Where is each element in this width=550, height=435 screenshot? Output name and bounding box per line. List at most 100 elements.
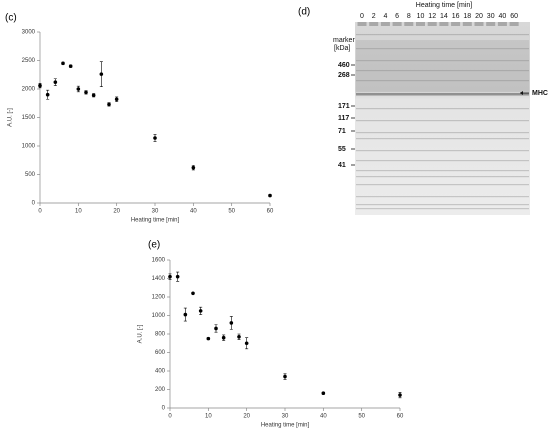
x-tick-label: 40 bbox=[320, 414, 327, 420]
data-point bbox=[168, 274, 172, 279]
y-tick-label: 500 bbox=[25, 172, 36, 178]
gel-band bbox=[356, 80, 529, 82]
gel-band bbox=[356, 176, 529, 178]
lane-label: 60 bbox=[510, 13, 518, 20]
x-tick-label: 30 bbox=[282, 414, 289, 420]
data-point bbox=[206, 336, 211, 341]
gel-band bbox=[356, 184, 529, 186]
lane-label: 18 bbox=[463, 13, 471, 20]
y-tick-label: 1000 bbox=[22, 144, 36, 150]
lane-well bbox=[462, 22, 472, 26]
y-tick-label: 1600 bbox=[152, 258, 166, 264]
y-tick-label: 1200 bbox=[152, 295, 166, 301]
lane-label: 14 bbox=[440, 13, 448, 20]
data-point bbox=[153, 136, 157, 140]
band-label: MHC bbox=[532, 90, 548, 97]
marker-title: marker bbox=[333, 37, 355, 44]
lane-well bbox=[427, 22, 437, 26]
gel-image bbox=[355, 22, 530, 215]
gel-band bbox=[356, 150, 529, 152]
gel-band bbox=[356, 170, 529, 172]
y-tick-label: 200 bbox=[155, 387, 166, 393]
data-point bbox=[244, 341, 249, 346]
data-point bbox=[321, 391, 326, 396]
data-point bbox=[398, 393, 402, 397]
lane-well bbox=[357, 22, 367, 26]
y-tick-label: 1000 bbox=[152, 313, 166, 319]
gel-band bbox=[356, 196, 529, 198]
lane-label: 4 bbox=[383, 13, 387, 20]
data-point bbox=[38, 83, 42, 88]
lane-label: 16 bbox=[452, 13, 460, 20]
data-point bbox=[198, 309, 203, 313]
marker-label: 71 bbox=[338, 128, 346, 135]
panel-label: (c) bbox=[5, 13, 17, 24]
y-tick-label: 400 bbox=[155, 369, 166, 375]
lane-well bbox=[369, 22, 379, 26]
x-tick-label: 0 bbox=[38, 209, 42, 215]
lane-label: 40 bbox=[499, 13, 507, 20]
lane-well bbox=[392, 22, 402, 26]
lane-well bbox=[451, 22, 461, 26]
lane-well bbox=[439, 22, 449, 26]
lane-well bbox=[486, 22, 496, 26]
lane-label: 8 bbox=[407, 13, 411, 20]
lane-label: 6 bbox=[395, 13, 399, 20]
gel-band bbox=[356, 70, 529, 72]
marker-label: 460 bbox=[338, 62, 350, 69]
data-point bbox=[221, 335, 226, 340]
marker-label: 171 bbox=[338, 103, 350, 110]
gel-band bbox=[356, 120, 529, 122]
mhc-arrowhead bbox=[520, 91, 523, 95]
lane-well bbox=[497, 22, 507, 26]
data-point bbox=[229, 321, 234, 325]
data-point bbox=[183, 312, 188, 317]
data-point bbox=[214, 326, 218, 331]
y-axis-label: A.U. [-] bbox=[138, 324, 144, 343]
y-axis-label: A.U. [-] bbox=[8, 108, 14, 127]
x-tick-label: 60 bbox=[397, 414, 404, 420]
x-tick-label: 60 bbox=[267, 209, 274, 215]
x-tick-label: 20 bbox=[113, 209, 120, 215]
gel-band bbox=[356, 34, 529, 36]
lane-well bbox=[380, 22, 390, 26]
x-tick-label: 50 bbox=[358, 414, 365, 420]
gel-title: Heating time [min] bbox=[416, 2, 472, 9]
gel-bands bbox=[356, 22, 529, 210]
y-tick-label: 800 bbox=[155, 332, 166, 338]
x-axis-label: Heating time [min] bbox=[261, 423, 310, 429]
data-point bbox=[45, 92, 50, 97]
gel-band bbox=[356, 160, 529, 162]
y-tick-label: 3000 bbox=[22, 30, 36, 36]
marker-label: 55 bbox=[338, 146, 346, 153]
panel-label: (d) bbox=[298, 7, 310, 18]
x-tick-label: 40 bbox=[190, 209, 197, 215]
gel-band bbox=[356, 48, 529, 50]
data-point bbox=[114, 97, 119, 102]
marker-label: 117 bbox=[338, 115, 349, 122]
lane-label: 10 bbox=[417, 13, 425, 20]
data-point bbox=[283, 374, 287, 379]
lane-well bbox=[404, 22, 414, 26]
x-tick-label: 10 bbox=[205, 414, 212, 420]
y-tick-label: 1400 bbox=[152, 276, 166, 282]
data-point bbox=[175, 274, 180, 279]
gel-band bbox=[356, 132, 529, 134]
data-point bbox=[191, 165, 196, 170]
gel-band bbox=[356, 138, 529, 140]
lane-label: 2 bbox=[372, 13, 376, 20]
gel-band bbox=[356, 108, 529, 110]
y-tick-label: 2000 bbox=[22, 87, 36, 93]
x-tick-label: 50 bbox=[228, 209, 235, 215]
data-point bbox=[76, 87, 81, 91]
lane-well bbox=[509, 22, 519, 26]
y-tick-label: 0 bbox=[162, 406, 166, 412]
data-point bbox=[237, 334, 241, 339]
gel-band bbox=[356, 208, 529, 210]
lane-label: 12 bbox=[428, 13, 436, 20]
data-point bbox=[99, 72, 104, 76]
x-tick-label: 20 bbox=[243, 414, 250, 420]
gel-band bbox=[356, 204, 529, 206]
x-tick-label: 0 bbox=[168, 414, 172, 420]
